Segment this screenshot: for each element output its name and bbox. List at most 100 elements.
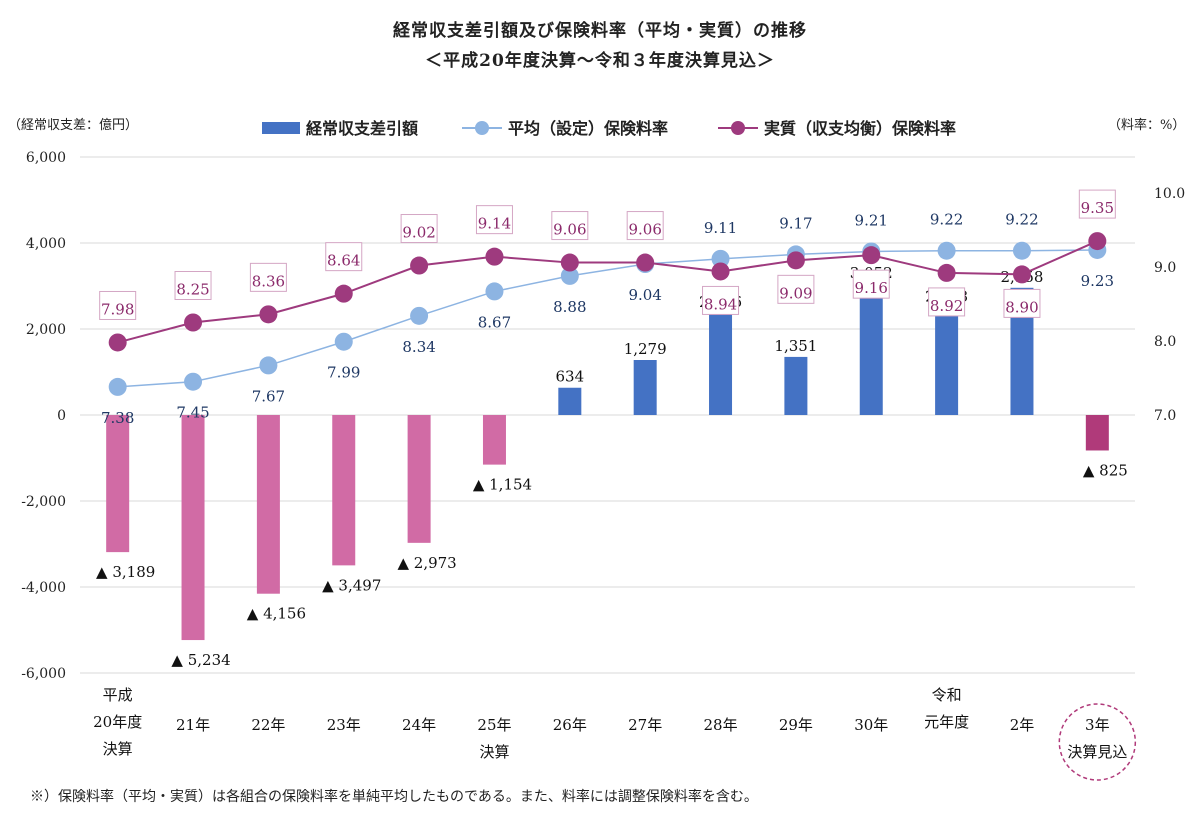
bar [935, 307, 959, 415]
real-rate-point [560, 253, 579, 272]
avg-rate-label: 8.34 [402, 338, 435, 356]
real-rate-point [410, 256, 429, 275]
avg-rate-point [560, 266, 579, 285]
footnote: ※）保険料率（平均・実質）は各組合の保険料率を単純平均したものである。また、料率… [30, 789, 758, 805]
real-rate-label-box [626, 211, 664, 241]
x-tick-label: 令和 [932, 686, 962, 704]
bar-data-label: 1,279 [624, 340, 667, 358]
bar-data-label: 1,351 [774, 337, 817, 355]
avg-rate-point [108, 377, 127, 396]
x-tick-label: 26年 [553, 716, 587, 734]
avg-rate-line [117, 249, 1098, 388]
x-tick-label: 3年 [1085, 716, 1110, 734]
legend-real-label: 実質（収支均衡）保険料率 [764, 119, 956, 138]
y-right-tick-label: 10.0 [1154, 186, 1185, 202]
real-rate-point [108, 333, 127, 352]
y-right-tick-label: 9.0 [1154, 260, 1176, 276]
bar [709, 312, 733, 415]
x-tick-label: 30年 [854, 716, 888, 734]
bar [1085, 415, 1109, 451]
real-rate-point [786, 251, 805, 270]
real-rate-label-box [928, 287, 966, 317]
bar [482, 415, 506, 465]
x-tick-label: 29年 [779, 716, 813, 734]
x-tick-label: 決算 [479, 743, 509, 761]
real-rate-point [1088, 232, 1107, 251]
bar [181, 415, 205, 641]
bar [1010, 287, 1034, 415]
y-left-tick-label: -6,000 [21, 666, 66, 682]
real-rate-label: 8.90 [1005, 298, 1038, 316]
avg-rate-label: 7.99 [327, 364, 360, 382]
real-rate-label: 9.14 [478, 215, 511, 233]
real-rate-label: 8.94 [704, 295, 737, 313]
real-rate-line [117, 240, 1098, 344]
avg-rate-label: 7.38 [101, 409, 134, 427]
real-rate-label: 9.09 [779, 284, 812, 302]
real-rate-label: 9.35 [1081, 199, 1114, 217]
bar [784, 356, 808, 415]
real-rate-point [937, 263, 956, 282]
right-axis-unit: （料率：%） [1108, 118, 1186, 133]
real-rate-label-box [325, 242, 363, 272]
chart-title: 経常収支差引額及び保険料率（平均・実質）の推移 [393, 21, 807, 41]
real-rate-label: 9.06 [553, 221, 586, 239]
bar [859, 283, 883, 415]
y-left-tick-label: 6,000 [26, 150, 66, 166]
x-tick-label: 27年 [628, 716, 662, 734]
highlight-circle [1058, 703, 1137, 781]
bar-data-label: ▲ 825 [1083, 461, 1128, 479]
avg-rate-point [711, 249, 730, 268]
y-left-tick-label: -2,000 [21, 494, 66, 510]
real-rate-label-box [852, 269, 890, 299]
y-left-tick-label: -4,000 [21, 580, 66, 596]
avg-rate-label: 9.11 [704, 219, 737, 237]
real-rate-label: 9.06 [628, 221, 661, 239]
x-tick-label: 2年 [1010, 716, 1035, 734]
real-rate-point [334, 284, 353, 303]
real-rate-label: 8.25 [176, 281, 209, 299]
x-tick-label: 決算見込 [1067, 743, 1127, 761]
avg-rate-label: 9.17 [779, 214, 812, 232]
x-tick-label: 24年 [402, 716, 436, 734]
avg-rate-label: 7.67 [252, 387, 285, 405]
y-right-tick-label: 8.0 [1154, 334, 1176, 350]
x-tick-label: 28年 [703, 716, 737, 734]
legend-real-marker [731, 121, 745, 135]
avg-rate-label: 7.45 [176, 404, 209, 422]
bar [633, 360, 657, 415]
y-right-tick-label: 7.0 [1154, 408, 1176, 424]
bar-data-label: ▲ 3,189 [96, 563, 155, 581]
bar-data-label: ▲ 5,234 [171, 651, 230, 669]
x-tick-label: 元年度 [924, 713, 969, 731]
legend-bar-swatch [262, 122, 300, 134]
real-rate-point [184, 313, 203, 332]
real-rate-point [485, 247, 504, 266]
real-rate-label: 8.36 [252, 272, 285, 290]
real-rate-label-box [777, 274, 815, 304]
bar [256, 415, 280, 594]
x-tick-label: 23年 [327, 716, 361, 734]
bar [106, 415, 130, 553]
legend-avg-label: 平均（設定）保険料率 [508, 119, 668, 138]
x-tick-label: 21年 [176, 716, 210, 734]
y-left-tick-label: 2,000 [26, 322, 66, 338]
real-rate-label-box [702, 285, 740, 315]
bar [558, 387, 582, 415]
real-rate-label: 8.92 [930, 297, 963, 315]
real-rate-label: 9.02 [402, 224, 435, 242]
real-rate-label-box [1078, 189, 1116, 219]
bar [332, 415, 356, 566]
bar-data-label: 634 [556, 368, 585, 386]
avg-rate-point [410, 306, 429, 325]
bar-data-label: ▲ 2,973 [397, 554, 456, 572]
avg-rate-point [334, 332, 353, 351]
y-left-tick-label: 4,000 [26, 236, 66, 252]
chart-subtitle: ＜平成20年度決算〜令和３年度決算見込＞ [425, 51, 775, 71]
real-rate-label-box [475, 205, 513, 235]
x-tick-label: 平成 [103, 686, 133, 704]
x-tick-label: 決算 [103, 740, 133, 758]
legend-bar-label: 経常収支差引額 [306, 119, 418, 138]
real-rate-point [259, 305, 278, 324]
avg-rate-point [259, 356, 278, 375]
